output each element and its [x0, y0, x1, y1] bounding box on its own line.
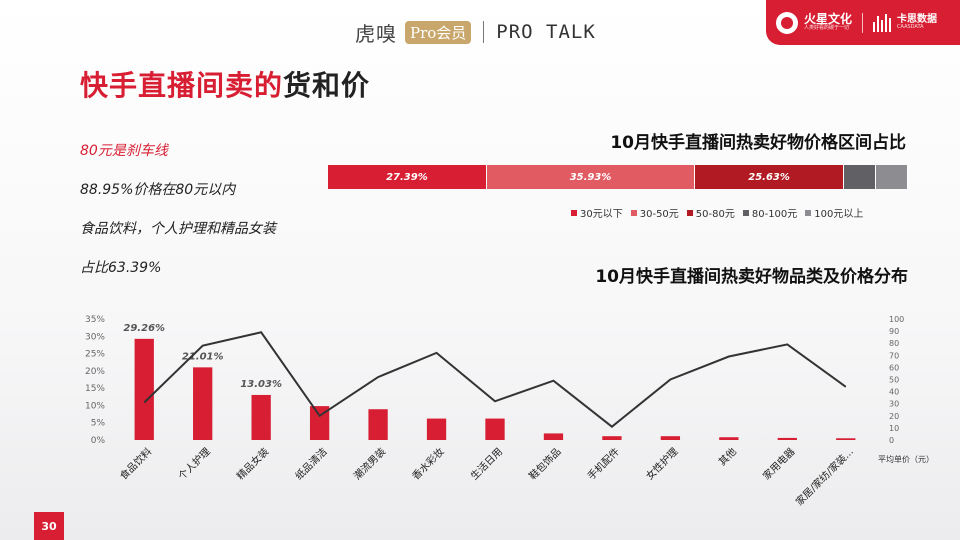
y-right-tick-label: 100: [889, 315, 904, 324]
logo-divider: [483, 21, 485, 43]
bar: [368, 409, 388, 440]
legend-label: 30-50元: [639, 209, 679, 220]
y-right-tick-label: 50: [889, 376, 899, 385]
category-label: 家居/家纺/家装...: [793, 445, 856, 508]
y-left-tick-label: 20%: [85, 367, 105, 377]
legend-label: 30元以下: [580, 209, 623, 220]
legend-item: 80-100元: [742, 205, 798, 220]
category-label: 潮流男装: [351, 445, 388, 482]
stack-segment-5: [875, 165, 908, 189]
note-top-categories: 食品饮料，个人护理和精品女装: [80, 221, 276, 237]
bar: [426, 418, 447, 440]
price-range-stacked-bar: 27.39% 35.93% 25.63%: [328, 165, 908, 189]
stack-segment-label: 27.39%: [386, 171, 428, 183]
legend-swatch: [742, 209, 749, 216]
y-right-axis-label: 平均单价（元）: [878, 454, 934, 464]
bar: [485, 418, 505, 440]
category-label: 个人护理: [175, 445, 212, 482]
y-left-tick-label: 15%: [85, 384, 105, 394]
brand-divider: [862, 12, 864, 33]
bar: [660, 436, 681, 440]
category-label: 女性护理: [643, 445, 680, 482]
note-price-share: 88.95%价格在80元以内: [80, 182, 236, 198]
y-left-tick-label: 25%: [85, 350, 105, 360]
y-right-tick-label: 30: [889, 400, 899, 409]
category-chart-title: 10月快手直播间热卖好物品类及价格分布: [595, 267, 908, 287]
caasdata-sub: CAASDATA: [897, 24, 924, 31]
price-range-legend: 30元以下 30-50元 50-80元 80-100元 100元以上: [571, 205, 863, 220]
stack-segment-label: 25.63%: [748, 171, 790, 183]
y-right-tick-label: 80: [889, 339, 899, 348]
category-label: 其他: [716, 445, 739, 468]
y-right-tick-label: 10: [889, 424, 899, 433]
bar: [309, 406, 330, 440]
y-left-tick-label: 0%: [91, 436, 106, 446]
bar: [251, 394, 271, 440]
legend-item: 30元以下: [571, 205, 623, 220]
bar: [134, 338, 154, 440]
mars-culture-icon: [776, 11, 798, 34]
caasdata-bars-icon: [873, 13, 892, 32]
note-top-share: 占比63.39%: [80, 260, 162, 276]
bar-data-label: 21.01%: [182, 351, 224, 362]
y-right-tick-label: 90: [889, 327, 899, 336]
stack-segment-1: 27.39%: [328, 165, 487, 189]
y-right-tick-label: 40: [889, 388, 899, 397]
y-right-tick-label: 0: [889, 436, 894, 445]
bar: [719, 437, 739, 440]
category-label: 食品饮料: [117, 445, 154, 482]
stack-segment-2: 35.93%: [486, 165, 696, 189]
brand-slogan: 人类好看的碳于一切: [804, 25, 850, 32]
stack-segment-label: 35.93%: [569, 171, 612, 183]
category-label: 鞋包饰品: [526, 445, 563, 482]
legend-label: 100元以上: [814, 209, 864, 220]
protalk-logo: PRO TALK: [496, 21, 596, 43]
brand-box: 火星文化 人类好看的碳于一切 卡思数据 CAASDATA: [766, 0, 960, 45]
legend-item: 100元以上: [805, 205, 863, 220]
page-number: 30: [34, 512, 64, 540]
caasdata-name: 卡思数据: [897, 14, 938, 26]
category-label: 生活日用: [468, 445, 505, 482]
title-part1: 快手直播间卖的: [80, 69, 284, 102]
bar: [193, 367, 213, 440]
legend-swatch: [686, 209, 693, 216]
category-combo-chart: 0% 5% 10% 15% 20% 25% 30% 35% 0 10 20 30 40 50 60 70 80 9…: [85, 315, 934, 508]
legend-label: 50-80元: [695, 209, 735, 220]
huxiu-logo: 虎嗅: [355, 21, 397, 46]
bar: [836, 438, 856, 440]
bar: [602, 436, 622, 440]
page-title: 快手直播间卖的货和价: [80, 64, 370, 104]
y-left-tick-label: 30%: [85, 332, 105, 342]
y-left-tick-label: 5%: [91, 419, 106, 429]
bar: [777, 437, 797, 440]
bar-data-label: 13.03%: [240, 379, 282, 390]
category-label: 香水彩妆: [409, 445, 446, 482]
y-left-tick-label: 10%: [85, 401, 105, 411]
header-logos: 虎嗅 Pro会员 PRO TALK: [355, 14, 596, 50]
category-label: 纸品清洁: [292, 445, 329, 482]
legend-swatch: [805, 209, 812, 216]
legend-item: 50-80元: [686, 205, 735, 220]
price-range-chart-title: 10月快手直播间热卖好物价格区间占比: [610, 133, 906, 153]
legend-swatch: [571, 209, 577, 216]
stack-segment-4: [843, 165, 876, 189]
y-right-tick-label: 60: [889, 363, 899, 372]
y-right-tick-label: 70: [889, 351, 899, 360]
y-left-tick-label: 35%: [85, 315, 105, 325]
title-part2: 货和价: [283, 69, 371, 102]
brand-name: 火星文化: [804, 12, 853, 27]
stack-segment-3: 25.63%: [695, 165, 844, 189]
legend-label: 80-100元: [751, 209, 798, 220]
y-right-tick-label: 20: [889, 412, 899, 421]
pro-member-badge: Pro会员: [405, 20, 472, 44]
legend-item: 30-50元: [630, 205, 679, 220]
bar-data-label: 29.26%: [123, 323, 165, 334]
category-label: 家用电器: [760, 445, 797, 482]
category-label: 手机配件: [585, 445, 622, 482]
legend-swatch: [630, 209, 637, 216]
note-brake-line: 80元是刹车线: [80, 143, 168, 159]
bar: [543, 433, 564, 440]
category-label: 精品女装: [234, 445, 271, 482]
